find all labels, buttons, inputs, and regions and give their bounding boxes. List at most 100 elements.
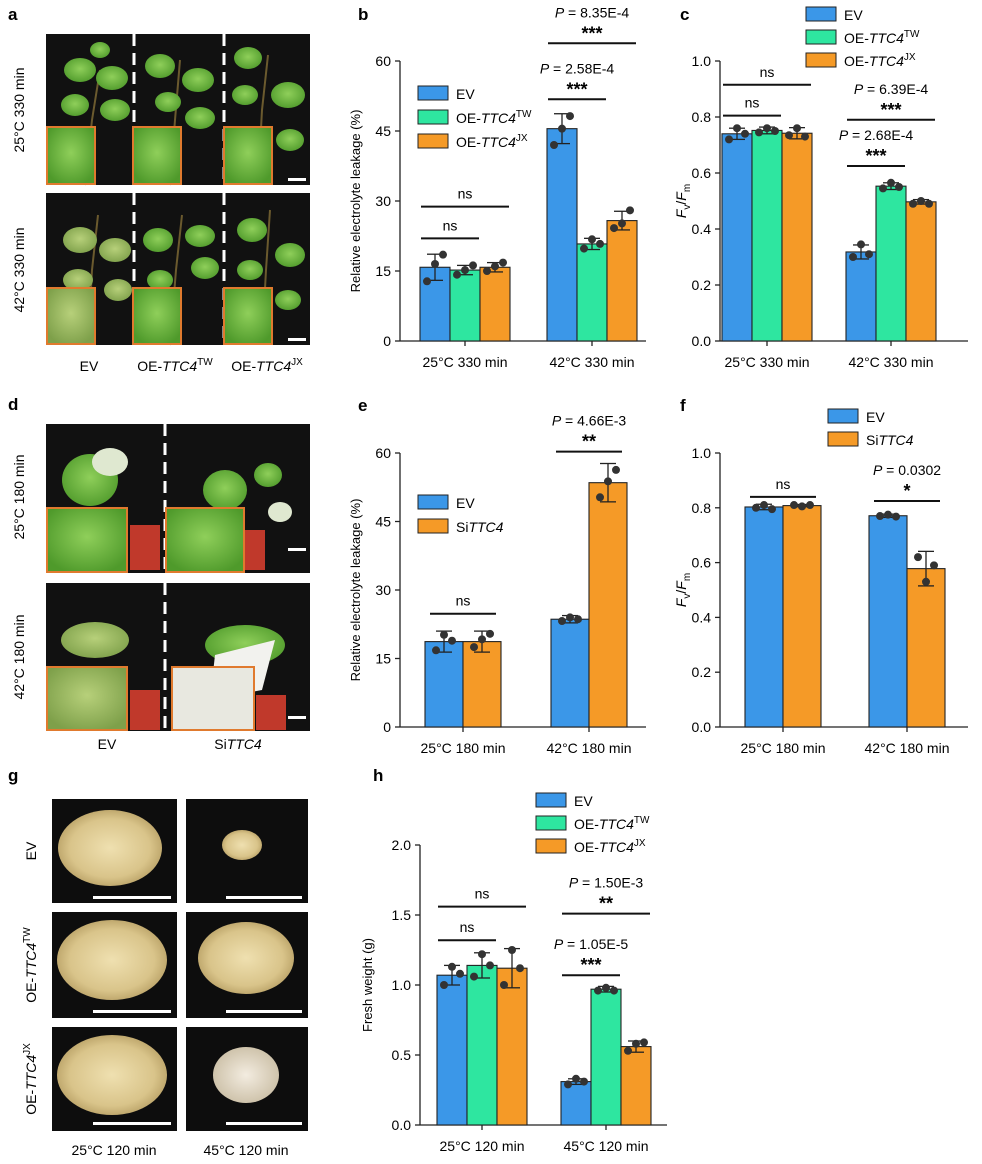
inset-frames-top [46, 126, 273, 185]
y-tick-label: 1.0 [392, 977, 412, 993]
y-tick-label: 0.4 [692, 221, 712, 237]
data-point [456, 969, 464, 978]
bar [906, 568, 946, 728]
significance-mark: ns [458, 186, 473, 202]
legend-label-pre: EV [456, 86, 475, 102]
data-point [423, 277, 431, 286]
panel-letter: f [680, 396, 686, 415]
significance-mark: *** [865, 146, 886, 166]
panel-g-letter: g [8, 766, 18, 785]
legend-label: OE-TTC4TW [456, 109, 532, 126]
data-point [733, 124, 741, 133]
p-value: P = 2.68E-4 [839, 127, 914, 143]
y-label-F2: F [673, 580, 689, 590]
panel-letter: e [358, 396, 367, 415]
data-point [440, 981, 448, 989]
significance-mark: *** [566, 79, 587, 99]
legend-swatch [417, 133, 449, 149]
data-point [566, 112, 574, 121]
legend-label-pre: Si [866, 432, 878, 448]
legend-label: OE-TTC4TW [574, 815, 650, 832]
legend-swatch [417, 85, 449, 101]
bar [875, 185, 907, 342]
col-label-a: EV [80, 358, 99, 374]
legend-label-sup: JX [904, 52, 916, 63]
data-point [752, 503, 760, 512]
legend-swatch [417, 494, 449, 510]
bar [462, 641, 502, 728]
significance-mark: ns [745, 95, 760, 111]
panel-d-col-labels: EV SiTTC4 [98, 736, 262, 752]
legend-swatch [535, 815, 567, 831]
p-number: = 1.50E-3 [578, 875, 643, 891]
data-point [470, 643, 478, 652]
legend-label: EV [456, 495, 475, 511]
data-point [790, 501, 798, 510]
data-point [806, 501, 814, 510]
legend-label-pre: OE- [844, 53, 869, 69]
col-label-a-pre: EV [80, 358, 99, 374]
y-axis-label: Fresh weight (g) [360, 938, 375, 1032]
legend-label: OE-TTC4JX [456, 133, 528, 150]
row-label-g-pre: OE- [23, 1090, 39, 1115]
legend-swatch [805, 6, 837, 22]
y-label-sub: v [682, 594, 693, 599]
legend-swatch [417, 518, 449, 534]
y-tick-label: 0.8 [692, 109, 712, 125]
bar [560, 1081, 592, 1126]
row-label-g: OE-TTC4TW [22, 927, 39, 1003]
p-value: P = 4.66E-3 [552, 413, 627, 429]
data-point [440, 630, 448, 639]
data-point [564, 1080, 572, 1089]
bar [868, 515, 908, 728]
y-tick-label: 30 [375, 582, 391, 598]
p-number: = 6.39E-4 [863, 81, 928, 97]
panel-d-photo-bottom [46, 583, 310, 731]
data-point [448, 636, 456, 645]
y-label-sub2: m [682, 573, 693, 581]
bar [466, 964, 498, 1126]
col-label-d-pre: EV [98, 736, 117, 752]
significance-mark: ns [443, 217, 458, 233]
x-tick-label: 25°C 180 min [741, 740, 826, 756]
row-label-g-pre: EV [23, 841, 39, 860]
data-point [640, 1038, 648, 1047]
y-tick-label: 0.6 [692, 555, 712, 571]
legend-label: OE-TTC4JX [574, 838, 646, 855]
data-point [884, 510, 892, 519]
inset-frames-bottom [46, 287, 273, 345]
x-tick-label: 25°C 330 min [423, 354, 508, 370]
y-tick-label: 0.0 [692, 719, 712, 735]
col-label-a-pre: OE- [137, 358, 162, 374]
data-point [755, 128, 763, 137]
row-label-a-1: 42°C 330 min [11, 228, 27, 313]
panel-letter: b [358, 5, 368, 24]
data-point [588, 235, 596, 244]
row-label-g-pre: OE- [23, 977, 39, 1002]
legend-label-sup: TW [634, 815, 650, 826]
y-tick-label: 30 [375, 193, 391, 209]
data-point [596, 239, 604, 248]
data-point [876, 512, 884, 521]
y-tick-label: 0.0 [692, 333, 712, 349]
bar [588, 482, 628, 728]
legend-label-italic: TTC4 [599, 816, 634, 832]
row-label-a-0: 25°C 330 min [11, 68, 27, 153]
data-point [917, 197, 925, 205]
panel-d-photo-top [46, 424, 310, 573]
legend-swatch [535, 792, 567, 808]
bar [590, 988, 622, 1126]
data-point [879, 184, 887, 193]
panel-a-photo-bottom [46, 193, 310, 346]
p-number: = 8.35E-4 [564, 4, 629, 20]
y-label-slash: / [673, 590, 689, 594]
data-point [439, 250, 447, 259]
bar [546, 128, 578, 342]
significance-mark: *** [880, 100, 901, 120]
chart-e: e 0 15 30 45 60 Relative electrolyte leakage (… [348, 396, 646, 756]
significance-mark: ns [456, 593, 471, 609]
legend-label: EV [866, 409, 885, 425]
data-point [626, 206, 634, 215]
legend-label-sup: TW [516, 109, 532, 120]
